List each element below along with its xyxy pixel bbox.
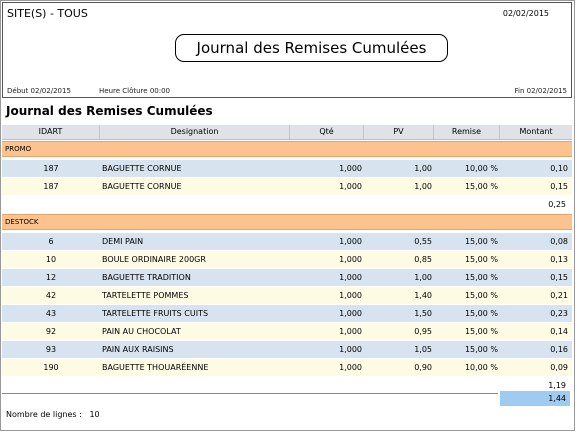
cell-pv: 0,55	[414, 237, 432, 246]
grand-total: 1,44	[500, 391, 570, 406]
cell-pv: 0,90	[414, 363, 432, 372]
cell-designation: BAGUETTE CORNUE	[102, 182, 182, 191]
cell-remise: 15,00 %	[464, 291, 498, 300]
cell-pv: 1,00	[414, 273, 432, 282]
col-montant[interactable]: Montant	[519, 127, 553, 136]
cell-remise: 15,00 %	[464, 309, 498, 318]
group-header[interactable]: DESTOCK	[2, 214, 572, 230]
cell-qte: 1,000	[339, 291, 362, 300]
cell-qte: 1,000	[339, 164, 362, 173]
cell-pv: 1,50	[414, 309, 432, 318]
cell-montant: 0,09	[550, 363, 568, 372]
cell-montant: 0,23	[550, 309, 568, 318]
cell-pv: 0,95	[414, 327, 432, 336]
report-header: SITE(S) - TOUS 02/02/2015 Journal des Re…	[2, 2, 572, 98]
cell-remise: 10,00 %	[464, 363, 498, 372]
cell-remise: 15,00 %	[464, 182, 498, 191]
cell-designation: PAIN AU CHOCOLAT	[102, 327, 181, 336]
cell-idart: 190	[43, 363, 59, 372]
table-row[interactable]: 43 TARTELETTE FRUITS CUITS 1,000 1,50 15,00 …	[2, 305, 572, 322]
cell-designation: TARTELETTE POMMES	[102, 291, 189, 300]
cell-pv: 1,40	[414, 291, 432, 300]
closing-time: Heure Clôture 00:00	[99, 87, 170, 95]
cell-qte: 1,000	[339, 327, 362, 336]
cell-montant: 0,14	[550, 327, 568, 336]
line-count: Nombre de lignes : 10	[6, 410, 100, 419]
cell-qte: 1,000	[339, 309, 362, 318]
cell-montant: 0,13	[550, 255, 568, 264]
line-count-value: 10	[89, 410, 100, 419]
table-row[interactable]: 6 DEMI PAIN 1,000 0,55 15,00 % 0,08	[2, 233, 572, 250]
footer-divider	[2, 393, 498, 394]
cell-idart: 187	[43, 164, 59, 173]
cell-montant: 0,15	[550, 273, 568, 282]
table-row[interactable]: 187 BAGUETTE CORNUE 1,000 1,00 10,00 % 0,10	[2, 160, 572, 177]
cell-qte: 1,000	[339, 255, 362, 264]
cell-idart: 42	[45, 291, 57, 300]
line-count-label: Nombre de lignes :	[6, 410, 82, 419]
end-date: Fin 02/02/2015	[514, 87, 567, 95]
cell-qte: 1,000	[339, 273, 362, 282]
cell-pv: 0,85	[414, 255, 432, 264]
cell-idart: 12	[45, 273, 57, 282]
cell-pv: 1,00	[414, 164, 432, 173]
cell-idart: 10	[45, 255, 57, 264]
cell-designation: PAIN AUX RAISINS	[102, 345, 174, 354]
cell-remise: 15,00 %	[464, 327, 498, 336]
cell-montant: 0,16	[550, 345, 568, 354]
cell-montant: 0,08	[550, 237, 568, 246]
table-row[interactable]: 92 PAIN AU CHOCOLAT 1,000 0,95 15,00 % 0,14	[2, 323, 572, 340]
group-subtotal: 0,25	[548, 200, 566, 209]
cell-remise: 15,00 %	[464, 237, 498, 246]
section-title: Journal des Remises Cumulées	[6, 104, 213, 118]
table-row[interactable]: 190 BAGUETTE THOUARÉENNE 1,000 0,90 10,00 % 0…	[2, 359, 572, 376]
table-row[interactable]: 12 BAGUETTE TRADITION 1,000 1,00 15,00 % 0,15	[2, 269, 572, 286]
table-row[interactable]: 10 BOULE ORDINAIRE 200GR 1,000 0,85 15,00 % 0…	[2, 251, 572, 268]
cell-montant: 0,21	[550, 291, 568, 300]
cell-designation: BOULE ORDINAIRE 200GR	[102, 255, 206, 264]
cell-idart: 93	[45, 345, 57, 354]
table-row[interactable]: 187 BAGUETTE CORNUE 1,000 1,00 15,00 % 0,15	[2, 178, 572, 195]
cell-idart: 187	[43, 182, 59, 191]
cell-idart: 6	[48, 237, 54, 246]
cell-qte: 1,000	[339, 182, 362, 191]
group-header[interactable]: PROMO	[2, 141, 572, 157]
cell-montant: 0,15	[550, 182, 568, 191]
site-label: SITE(S) - TOUS	[7, 7, 88, 20]
col-idart[interactable]: IDART	[2, 125, 100, 139]
cell-idart: 92	[45, 327, 57, 336]
cell-qte: 1,000	[339, 363, 362, 372]
group-subtotal: 1,19	[548, 381, 566, 390]
cell-designation: DEMI PAIN	[102, 237, 144, 246]
cell-remise: 15,00 %	[464, 255, 498, 264]
col-remise[interactable]: Remise	[434, 125, 500, 139]
report-title: Journal des Remises Cumulées	[175, 34, 448, 62]
cell-remise: 15,00 %	[464, 345, 498, 354]
table-row[interactable]: 93 PAIN AUX RAISINS 1,000 1,05 15,00 % 0,16	[2, 341, 572, 358]
table-header: IDART Designation Qté PV Remise Montant	[2, 125, 572, 140]
start-date: Début 02/02/2015	[7, 87, 71, 95]
cell-qte: 1,000	[339, 237, 362, 246]
col-qte[interactable]: Qté	[290, 125, 364, 139]
cell-designation: BAGUETTE THOUARÉENNE	[102, 363, 209, 372]
col-designation[interactable]: Designation	[100, 125, 290, 139]
cell-remise: 10,00 %	[464, 164, 498, 173]
cell-designation: BAGUETTE CORNUE	[102, 164, 182, 173]
cell-designation: BAGUETTE TRADITION	[102, 273, 191, 282]
table-row[interactable]: 42 TARTELETTE POMMES 1,000 1,40 15,00 % 0,21	[2, 287, 572, 304]
cell-montant: 0,10	[550, 164, 568, 173]
cell-qte: 1,000	[339, 345, 362, 354]
col-pv[interactable]: PV	[364, 125, 434, 139]
report-date: 02/02/2015	[502, 9, 549, 18]
cell-idart: 43	[45, 309, 57, 318]
cell-designation: TARTELETTE FRUITS CUITS	[102, 309, 209, 318]
cell-pv: 1,05	[414, 345, 432, 354]
cell-pv: 1,00	[414, 182, 432, 191]
cell-remise: 15,00 %	[464, 273, 498, 282]
